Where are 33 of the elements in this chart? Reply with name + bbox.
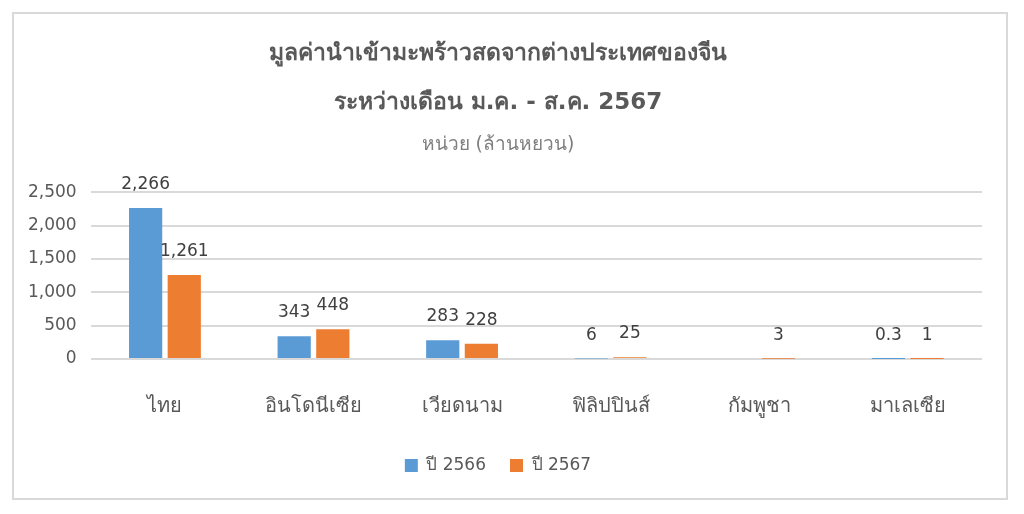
data-label: 0.3: [874, 323, 902, 344]
data-label: 1,261: [159, 239, 209, 260]
x-tick-label: ฟิลิปปินส์: [571, 393, 650, 418]
data-label: 283: [426, 305, 459, 326]
bar: [277, 336, 311, 358]
y-tick-label: 0: [65, 347, 77, 368]
legend-label: ปี 2566: [425, 453, 486, 474]
data-label: 228: [465, 308, 498, 329]
data-label: 343: [277, 301, 311, 322]
bar: [316, 329, 350, 358]
bar: [426, 340, 460, 358]
data-label: 6: [585, 323, 597, 344]
legend-label: ปี 2567: [530, 453, 592, 474]
bar: [464, 343, 498, 358]
y-tick-label: 500: [44, 314, 77, 335]
bar: [129, 207, 163, 358]
x-tick-label: ไทย: [145, 393, 183, 418]
y-tick-label: 1,000: [28, 280, 77, 301]
x-tick-label: เวียดนาม: [421, 393, 503, 418]
y-tick-label: 2,000: [28, 214, 77, 235]
x-tick-label: กัมพูชา: [727, 393, 791, 419]
y-tick-label: 1,500: [28, 247, 77, 268]
data-label: 25: [619, 322, 641, 343]
data-label: 1: [921, 323, 933, 344]
chart-title: มูลค่านำเข้ามะพร้าวสดจากต่างประเทศของจีน ระหว่างเดือน ม.ค. - ส.ค. 2567: [269, 39, 727, 115]
data-label: 3: [773, 323, 784, 344]
data-label: 2,266: [121, 172, 170, 193]
chart-subtitle: หน่วย (ล้านหยวน): [421, 131, 575, 154]
bar: [167, 274, 201, 358]
y-tick-label: 2,500: [28, 180, 77, 201]
x-tick-label: มาเลเซีย: [869, 393, 946, 418]
data-label: 448: [316, 294, 350, 315]
x-tick-label: อินโดนีเซีย: [265, 393, 362, 418]
